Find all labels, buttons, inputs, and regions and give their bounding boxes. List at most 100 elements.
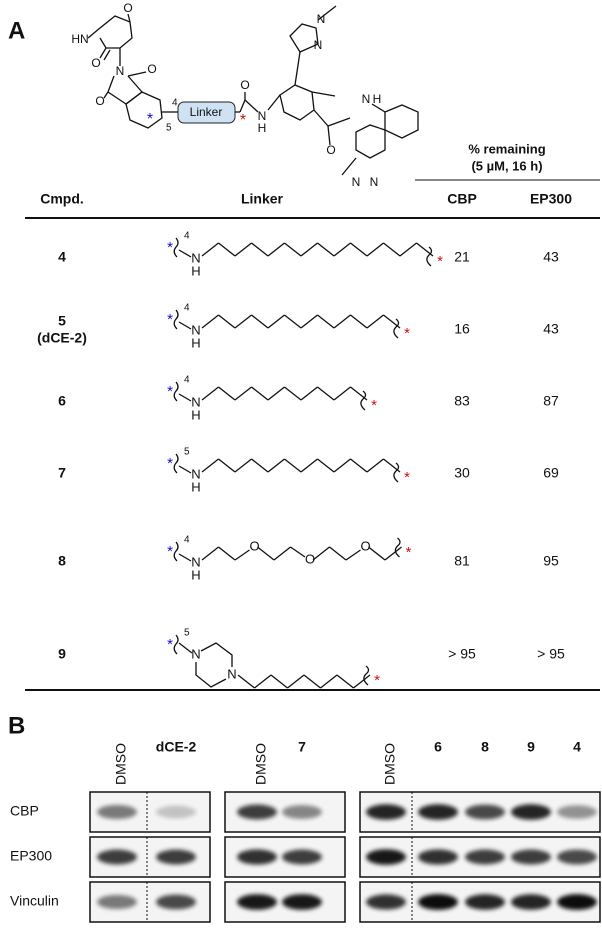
bond	[300, 242, 318, 257]
atom-label: H	[191, 263, 200, 278]
attach-mark: *	[167, 455, 173, 472]
band	[465, 849, 505, 865]
ep300-value: 87	[543, 393, 559, 409]
cbp-value: 30	[454, 465, 470, 481]
atom-label: O	[240, 78, 249, 92]
compound-id: 5	[58, 313, 66, 329]
position-label: 4	[172, 98, 178, 109]
band	[511, 894, 551, 910]
bond	[300, 386, 318, 401]
attach-line	[173, 634, 179, 655]
attach-line	[360, 390, 367, 411]
atom-label: N	[191, 646, 200, 661]
atom-label: N	[352, 175, 361, 189]
bond	[284, 314, 302, 329]
bond	[317, 386, 335, 401]
ep300-value: 69	[543, 465, 559, 481]
atom-label: N	[227, 666, 236, 681]
row-label: CBP	[10, 803, 39, 819]
band	[418, 804, 458, 820]
attach-line	[393, 462, 400, 483]
attach-mark: *	[167, 636, 173, 653]
band	[237, 849, 277, 865]
bond	[251, 242, 269, 257]
column-header: Cmpd.	[40, 191, 84, 207]
attach-mark: *	[404, 325, 410, 342]
band	[418, 849, 458, 865]
bond	[234, 314, 252, 329]
attach-line	[173, 309, 179, 330]
bond	[267, 458, 285, 473]
bond	[234, 458, 252, 473]
lane-label: 8	[481, 739, 489, 755]
atom-label: O	[147, 62, 156, 76]
cbp-value: 16	[454, 321, 470, 337]
attach-mark: *	[404, 469, 410, 486]
attach-line	[173, 453, 179, 474]
attach-mark: *	[406, 544, 412, 561]
attach-line	[173, 541, 179, 562]
bond	[284, 458, 302, 473]
ep300-value: 95	[543, 553, 559, 569]
atom-label: O	[123, 1, 132, 15]
attach-mark: *	[167, 543, 173, 560]
attach-line	[173, 237, 179, 258]
atom-label: N	[258, 109, 267, 123]
attach-mark: *	[167, 383, 173, 400]
atom-label: H	[373, 92, 382, 106]
bond	[178, 321, 192, 330]
bond	[366, 314, 384, 329]
bond	[218, 242, 236, 257]
column-header: Linker	[241, 191, 284, 207]
bond	[333, 458, 351, 473]
attach-mark: *	[437, 253, 443, 270]
atom-label: N	[191, 322, 200, 337]
band	[465, 894, 505, 910]
attach-line	[394, 537, 401, 558]
band	[282, 849, 322, 865]
bond	[218, 458, 236, 473]
bond	[399, 242, 417, 257]
atom-label: O	[91, 56, 100, 70]
bond	[237, 674, 255, 689]
bond	[267, 314, 285, 329]
bond	[234, 549, 250, 561]
bond	[267, 242, 285, 257]
attach-mark: *	[240, 112, 246, 129]
bond	[178, 465, 192, 474]
band	[557, 805, 597, 819]
cbp-value: > 95	[448, 646, 476, 662]
bond	[251, 458, 269, 473]
bond	[333, 314, 351, 329]
bond	[368, 546, 386, 561]
row-label: EP300	[10, 848, 52, 864]
bond	[234, 386, 252, 401]
position-label: 4	[184, 375, 190, 386]
atom-label: N	[191, 250, 200, 265]
attach-mark: *	[167, 311, 173, 328]
lane-label: dCE-2	[156, 739, 197, 755]
atom-label: N	[116, 64, 125, 78]
ring	[195, 662, 227, 688]
atom-label: O	[305, 551, 315, 566]
bond	[317, 458, 335, 473]
bond	[284, 242, 302, 257]
atom-label: H	[191, 479, 200, 494]
bond	[350, 458, 368, 473]
atom-label: H	[191, 407, 200, 422]
bond	[350, 314, 368, 329]
bond	[270, 674, 288, 689]
panel-label: A	[8, 17, 25, 44]
bond	[201, 386, 219, 401]
band	[557, 849, 597, 865]
atom-label: N	[191, 554, 200, 569]
bond	[201, 458, 219, 473]
cbp-value: 81	[454, 553, 470, 569]
cbp-value: 83	[454, 393, 470, 409]
bond	[201, 546, 219, 561]
band	[511, 849, 551, 865]
atom-label: N	[191, 466, 200, 481]
compound-id: 4	[58, 249, 66, 265]
attach-mark: *	[374, 672, 380, 689]
bond	[218, 546, 236, 561]
